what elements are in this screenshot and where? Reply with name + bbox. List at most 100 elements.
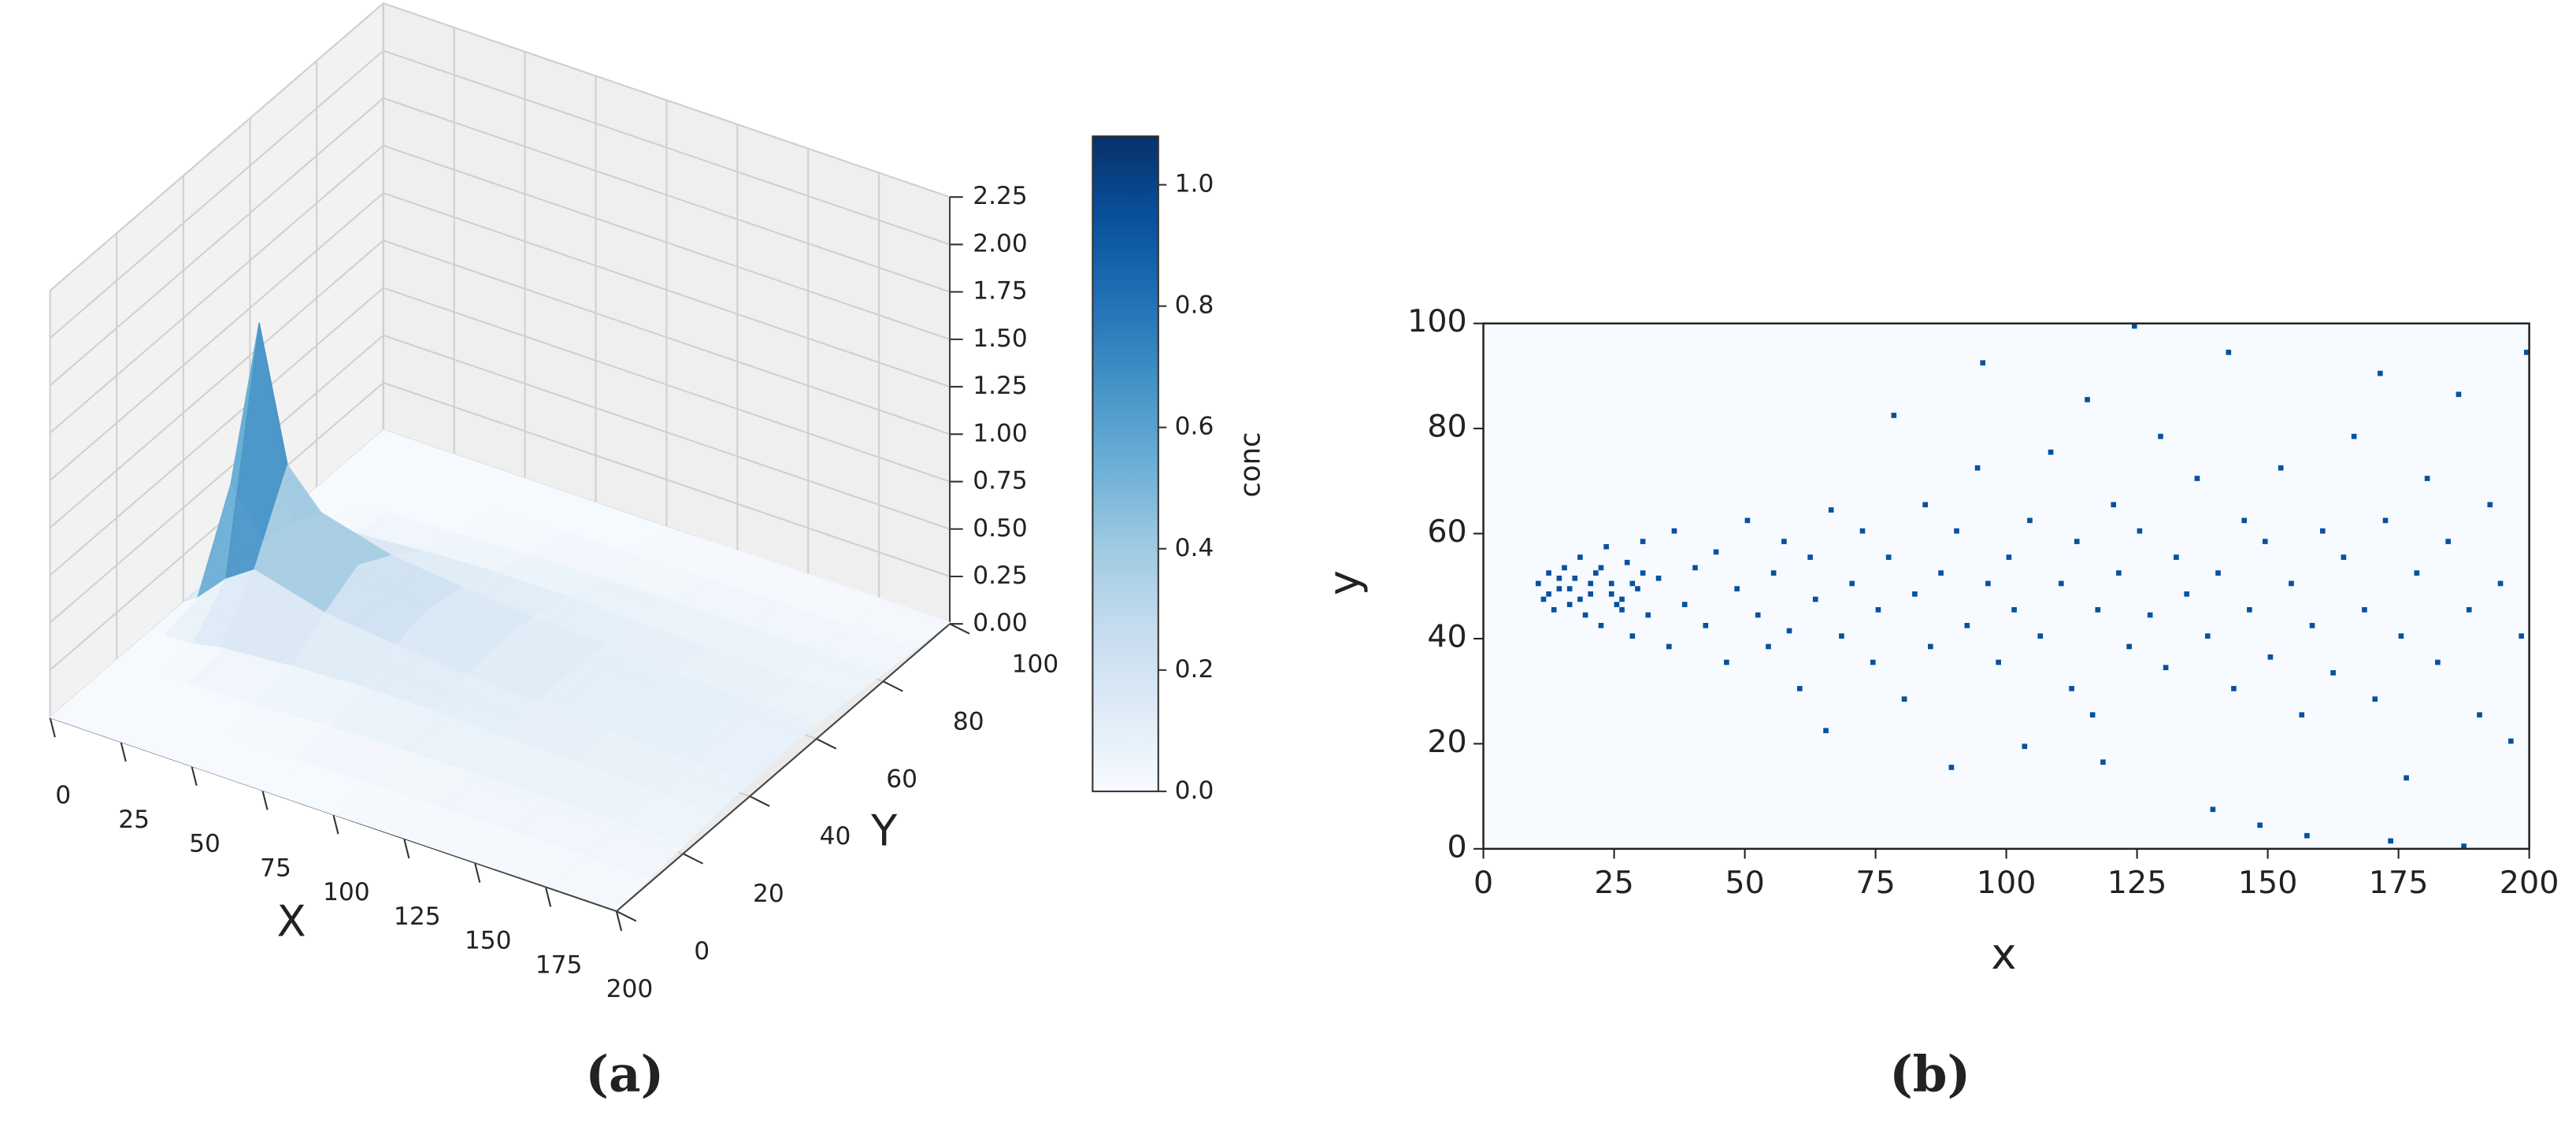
y-tick-label: 20 bbox=[753, 880, 784, 908]
grid-line bbox=[383, 192, 951, 388]
point bbox=[1807, 554, 1813, 560]
grid-line bbox=[383, 50, 951, 246]
point bbox=[2158, 433, 2163, 439]
colorbar-tick-label: 0.8 bbox=[1175, 291, 1214, 320]
point bbox=[1901, 696, 1907, 702]
grid-line bbox=[383, 2, 951, 198]
point bbox=[1588, 580, 1594, 587]
point bbox=[1566, 586, 1573, 591]
point bbox=[1598, 622, 1604, 628]
point bbox=[1624, 559, 1630, 565]
point bbox=[1546, 570, 1551, 576]
x-tick-label: 50 bbox=[1725, 865, 1764, 901]
point bbox=[1551, 606, 1557, 613]
z-tick-label: 2.25 bbox=[973, 182, 1028, 210]
point bbox=[1598, 565, 1604, 571]
x-tick-label: 75 bbox=[260, 854, 291, 882]
point bbox=[2362, 606, 2367, 613]
plot-area bbox=[1483, 323, 2530, 849]
y-tick-label: 60 bbox=[1427, 513, 1466, 550]
point bbox=[2257, 822, 2263, 828]
point bbox=[1980, 360, 1986, 366]
x-tick-label: 125 bbox=[394, 902, 441, 931]
point bbox=[1546, 591, 1551, 597]
point bbox=[2163, 665, 2169, 671]
tick-mark bbox=[749, 795, 770, 807]
point bbox=[2204, 633, 2211, 639]
point bbox=[1744, 517, 1751, 524]
point bbox=[1608, 591, 1614, 597]
grid-line bbox=[383, 239, 951, 435]
point bbox=[1964, 622, 1970, 628]
point bbox=[1859, 528, 1866, 534]
grid-line bbox=[49, 334, 384, 624]
point bbox=[1692, 565, 1698, 571]
point bbox=[2126, 643, 2132, 650]
x-tick-label: 150 bbox=[2238, 865, 2298, 901]
colorbar-tick-label: 0.4 bbox=[1175, 534, 1214, 562]
grid-line bbox=[49, 239, 384, 528]
colorbar bbox=[1092, 135, 1159, 792]
point bbox=[2006, 554, 2012, 560]
tick-mark bbox=[120, 741, 127, 762]
point bbox=[2262, 539, 2268, 544]
point bbox=[2111, 502, 2117, 508]
point bbox=[2424, 476, 2430, 481]
point bbox=[1629, 633, 1636, 639]
point bbox=[1849, 580, 1855, 587]
point bbox=[2414, 570, 2420, 576]
x-tick-label: 50 bbox=[189, 830, 221, 858]
point bbox=[2289, 580, 2294, 587]
colorbar-tick-label: 1.0 bbox=[1175, 170, 1214, 198]
surface-patch bbox=[544, 854, 651, 910]
tick-mark bbox=[544, 887, 552, 907]
point bbox=[2174, 554, 2179, 560]
point bbox=[2267, 654, 2274, 660]
point bbox=[2461, 843, 2467, 849]
point bbox=[2456, 391, 2462, 398]
point bbox=[1781, 539, 1787, 544]
point bbox=[2194, 476, 2200, 481]
z-tick-label: 1.25 bbox=[973, 372, 1028, 400]
point bbox=[2210, 806, 2216, 813]
x-tick-label: 200 bbox=[2500, 865, 2559, 901]
point bbox=[2089, 712, 2096, 718]
caption: (b) bbox=[1889, 1045, 1970, 1103]
point bbox=[2215, 570, 2221, 576]
point bbox=[2074, 539, 2080, 544]
point bbox=[1562, 565, 1567, 571]
point bbox=[2309, 622, 2315, 628]
z-tick-label: 0.75 bbox=[973, 467, 1028, 495]
point bbox=[2069, 686, 2074, 691]
x-tick-label: 125 bbox=[2107, 865, 2167, 901]
y-tick-label: 100 bbox=[1407, 303, 1467, 339]
x-axis-label: x bbox=[1991, 929, 2016, 979]
point bbox=[1640, 539, 1646, 544]
point bbox=[1540, 596, 1547, 602]
tick-mark bbox=[332, 814, 339, 835]
point bbox=[2085, 397, 2090, 402]
z-tick-label: 1.50 bbox=[973, 324, 1028, 353]
y-axis-label: Y bbox=[870, 806, 898, 856]
point bbox=[2351, 433, 2357, 439]
y-tick-label: 60 bbox=[886, 765, 917, 793]
x-tick-label: 100 bbox=[323, 878, 370, 906]
point bbox=[1588, 591, 1594, 597]
x-tick-label: 25 bbox=[1594, 865, 1633, 901]
point bbox=[1885, 554, 1892, 560]
point bbox=[2330, 670, 2336, 676]
point bbox=[2372, 696, 2378, 702]
point bbox=[1572, 575, 1578, 581]
point bbox=[2247, 606, 2252, 613]
point bbox=[1948, 765, 1955, 770]
x-tick-label: 25 bbox=[118, 806, 150, 834]
point bbox=[1839, 633, 1844, 639]
point bbox=[2095, 606, 2101, 613]
point bbox=[2404, 775, 2409, 781]
point bbox=[2027, 517, 2033, 524]
point bbox=[1635, 586, 1640, 591]
grid-line bbox=[49, 145, 384, 434]
point bbox=[1823, 728, 1829, 734]
x-tick-label: 200 bbox=[606, 975, 654, 1003]
